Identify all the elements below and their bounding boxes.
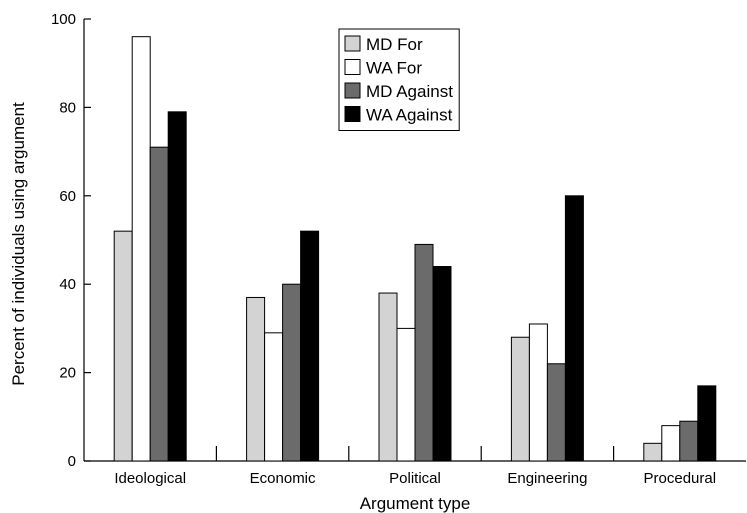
x-tick-label: Engineering [507, 470, 587, 487]
y-axis-title: Percent of individuals using argument [9, 102, 28, 386]
y-tick-label: 20 [59, 365, 76, 382]
bar-md-for-engineering [510, 336, 530, 462]
legend-swatch-wa-against [344, 106, 361, 122]
bar-md-for-procedural [643, 442, 663, 462]
bar-wa-for-engineering [528, 323, 548, 462]
x-tick-label: Ideological [114, 470, 186, 487]
x-tick-label: Political [389, 470, 441, 487]
chart-ticks: 0 20 40 60 80 100 Ideological Economic Political… [51, 11, 716, 487]
bar-md-against-ideological [149, 146, 169, 462]
y-tick-label: 60 [59, 188, 76, 205]
y-tick-label: 0 [68, 453, 76, 470]
bar-md-against-engineering [546, 363, 566, 462]
bar-wa-against-economic [300, 230, 320, 462]
y-tick-label: 40 [59, 276, 76, 293]
bar-wa-against-ideological [167, 111, 187, 462]
chart-legend: MD For WA For MD Against WA Against [338, 28, 460, 131]
bar-md-against-political [414, 243, 434, 462]
bar-md-for-ideological [113, 230, 133, 462]
legend-label-wa-against: WA Against [366, 106, 453, 125]
y-tick-label: 100 [51, 11, 76, 28]
bar-wa-against-political [432, 266, 452, 462]
bar-wa-for-procedural [661, 425, 681, 462]
bar-md-for-economic [246, 296, 266, 462]
bar-wa-for-political [396, 327, 416, 462]
bar-wa-against-procedural [697, 385, 717, 462]
legend-swatch-md-for [344, 35, 361, 52]
chart-bars [113, 36, 717, 462]
bar-md-against-economic [282, 283, 302, 462]
bar-wa-for-ideological [131, 36, 151, 462]
x-tick-label: Economic [250, 470, 316, 487]
legend-label-md-for: MD For [366, 35, 423, 54]
legend-label-wa-for: WA For [366, 59, 422, 78]
legend-swatch-md-against [344, 82, 361, 99]
bar-md-against-procedural [679, 420, 699, 462]
x-tick-label: Procedural [644, 470, 717, 487]
x-axis-title: Argument type [360, 494, 471, 513]
bar-wa-against-engineering [564, 195, 584, 462]
bar-wa-for-economic [264, 332, 284, 462]
bar-md-for-political [378, 292, 398, 462]
legend-label-md-against: MD Against [366, 82, 453, 101]
legend-swatch-wa-for [344, 59, 361, 75]
y-tick-label: 80 [59, 99, 76, 116]
